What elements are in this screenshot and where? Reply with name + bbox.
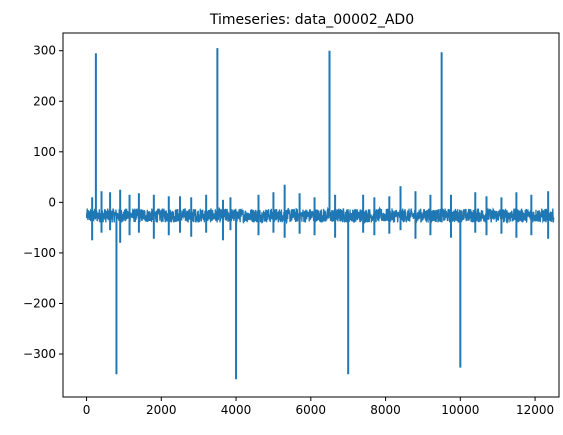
y-tick-label: −200 xyxy=(23,296,56,310)
x-axis: 0 2000 4000 6000 8000 10000 12000 xyxy=(83,397,554,417)
series-layer xyxy=(85,48,555,380)
x-tick-label: 2000 xyxy=(146,403,177,417)
x-tick-label: 8000 xyxy=(370,403,401,417)
y-tick-label: −300 xyxy=(23,347,56,361)
series-line xyxy=(85,206,555,225)
y-tick-label: −100 xyxy=(23,246,56,260)
x-tick-label: 12000 xyxy=(516,403,554,417)
y-tick-label: 0 xyxy=(48,195,56,209)
y-tick-label: 200 xyxy=(33,94,56,108)
y-axis: 300 200 100 0 −100 −200 −300 xyxy=(23,44,63,361)
x-tick-label: 10000 xyxy=(441,403,479,417)
chart-title: Timeseries: data_00002_AD0 xyxy=(209,12,414,28)
plot-area xyxy=(85,48,555,380)
y-tick-label: 300 xyxy=(33,44,56,58)
y-tick-label: 100 xyxy=(33,145,56,159)
x-tick-label: 4000 xyxy=(221,403,252,417)
x-tick-label: 6000 xyxy=(296,403,327,417)
x-tick-label: 0 xyxy=(83,403,91,417)
